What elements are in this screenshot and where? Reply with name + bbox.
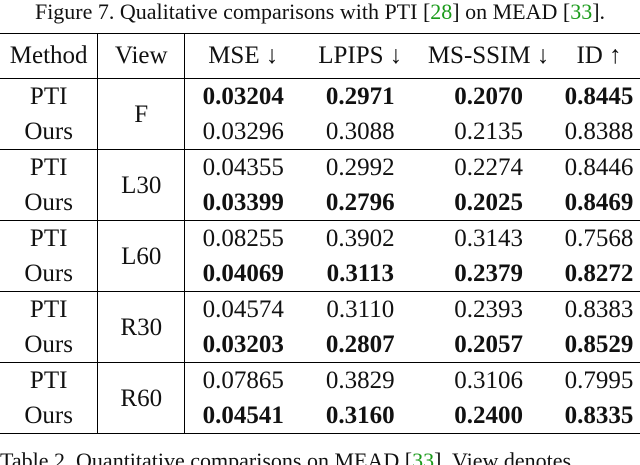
lpips-cell: 0.2971	[325, 83, 395, 110]
table-row: Ours 0.04069 0.3113 0.2379 0.8272	[0, 256, 640, 292]
figure-caption-text: Figure 7. Qualitative comparisons with P…	[34, 0, 431, 24]
method-cell: PTI	[29, 367, 68, 394]
group-right-30: PTI R30 0.04574 0.3110 0.2393 0.8383 Our…	[0, 291, 640, 363]
ms-ssim-cell: 0.2135	[454, 118, 523, 145]
method-cell: Ours	[24, 118, 73, 145]
method-cell: PTI	[29, 83, 68, 110]
table-caption: Table 2. Quantitative comparisons on MEA…	[0, 448, 640, 465]
view-cell: L60	[97, 220, 186, 292]
ms-ssim-cell: 0.2274	[454, 154, 523, 181]
group-left-30: PTI L30 0.04355 0.2992 0.2274 0.8446 Our…	[0, 149, 640, 221]
method-cell: Ours	[24, 402, 73, 429]
group-right-60: PTI R60 0.07865 0.3829 0.3106 0.7995 Our…	[0, 362, 640, 434]
lpips-cell: 0.3829	[325, 367, 395, 394]
id-cell: 0.8469	[564, 189, 634, 216]
method-cell: Ours	[24, 260, 73, 287]
id-cell: 0.8272	[564, 260, 634, 287]
header-view: View	[97, 33, 186, 79]
table-row: PTI R30 0.04574 0.3110 0.2393 0.8383	[0, 291, 640, 363]
citation-link[interactable]: 28	[430, 0, 453, 24]
ms-ssim-cell: 0.2057	[454, 331, 523, 358]
table-row: PTI L30 0.04355 0.2992 0.2274 0.8446	[0, 149, 640, 221]
ms-ssim-cell: 0.2070	[454, 83, 523, 110]
table-row: Ours 0.03296 0.3088 0.2135 0.8388	[0, 114, 640, 150]
method-cell: Ours	[24, 331, 73, 358]
header-ms-ssim: MS-SSIM ↓	[427, 42, 550, 69]
table-row: PTI F 0.03204 0.2971 0.2070 0.8445	[0, 78, 640, 150]
id-cell: 0.8446	[564, 154, 634, 181]
table-row: Ours 0.03399 0.2796 0.2025 0.8469	[0, 185, 640, 221]
table-caption-text: ]. View denotes	[434, 448, 572, 465]
ms-ssim-cell: 0.2393	[454, 296, 523, 323]
mse-cell: 0.04574	[202, 296, 284, 323]
citation-link[interactable]: 33	[412, 448, 435, 465]
id-cell: 0.7568	[564, 225, 634, 252]
mse-cell: 0.07865	[202, 367, 284, 394]
id-cell: 0.8388	[564, 118, 634, 145]
lpips-cell: 0.3902	[325, 225, 395, 252]
mse-cell: 0.03204	[202, 83, 284, 110]
figure-caption-text: ] on MEAD [	[452, 0, 571, 24]
mse-cell: 0.04541	[202, 402, 284, 429]
mse-cell: 0.04069	[202, 260, 284, 287]
mse-cell: 0.03296	[202, 118, 284, 145]
view-cell: L30	[97, 149, 186, 221]
method-cell: PTI	[29, 225, 68, 252]
ms-ssim-cell: 0.3143	[454, 225, 523, 252]
lpips-cell: 0.3113	[326, 260, 394, 287]
group-left-60: PTI L60 0.08255 0.3902 0.3143 0.7568 Our…	[0, 220, 640, 292]
method-cell: PTI	[29, 296, 68, 323]
header-mse: MSE ↓	[208, 42, 279, 69]
table-row: PTI L60 0.08255 0.3902 0.3143 0.7568	[0, 220, 640, 292]
lpips-cell: 0.3088	[325, 118, 395, 145]
lpips-cell: 0.2796	[325, 189, 395, 216]
ms-ssim-cell: 0.2400	[454, 402, 523, 429]
ms-ssim-cell: 0.2025	[454, 189, 523, 216]
figure-caption: Figure 7. Qualitative comparisons with P…	[0, 0, 640, 26]
view-cell: R30	[97, 291, 186, 363]
view-cell: R60	[97, 362, 186, 434]
figure-caption-text: ].	[592, 0, 606, 24]
table-caption-text: Table 2. Quantitative comparisons on MEA…	[0, 448, 413, 465]
lpips-cell: 0.2807	[325, 331, 395, 358]
lpips-cell: 0.3110	[326, 296, 395, 323]
ms-ssim-cell: 0.3106	[454, 367, 523, 394]
id-cell: 0.8445	[564, 83, 634, 110]
lpips-cell: 0.2992	[325, 154, 395, 181]
mse-cell: 0.03203	[202, 331, 284, 358]
view-cell: F	[97, 78, 186, 150]
id-cell: 0.8335	[564, 402, 634, 429]
id-cell: 0.7995	[564, 367, 634, 394]
results-table: Method View MSE ↓ LPIPS ↓ MS-SSIM ↓ ID ↑…	[0, 33, 640, 434]
header-method: Method	[9, 42, 88, 69]
id-cell: 0.8383	[564, 296, 634, 323]
table-row: Ours 0.03203 0.2807 0.2057 0.8529	[0, 327, 640, 363]
method-cell: PTI	[29, 154, 68, 181]
ms-ssim-cell: 0.2379	[454, 260, 523, 287]
group-front: PTI F 0.03204 0.2971 0.2070 0.8445 Ours …	[0, 78, 640, 150]
mse-cell: 0.04355	[202, 154, 284, 181]
id-cell: 0.8529	[564, 331, 634, 358]
table-header-row: Method View MSE ↓ LPIPS ↓ MS-SSIM ↓ ID ↑	[0, 33, 640, 79]
table-row: Ours 0.04541 0.3160 0.2400 0.8335	[0, 398, 640, 434]
table-row: PTI R60 0.07865 0.3829 0.3106 0.7995	[0, 362, 640, 434]
header-id: ID ↑	[576, 42, 622, 69]
header-lpips: LPIPS ↓	[318, 42, 403, 69]
lpips-cell: 0.3160	[325, 402, 395, 429]
citation-link[interactable]: 33	[570, 0, 593, 24]
method-cell: Ours	[24, 189, 73, 216]
mse-cell: 0.03399	[202, 189, 284, 216]
mse-cell: 0.08255	[202, 225, 284, 252]
